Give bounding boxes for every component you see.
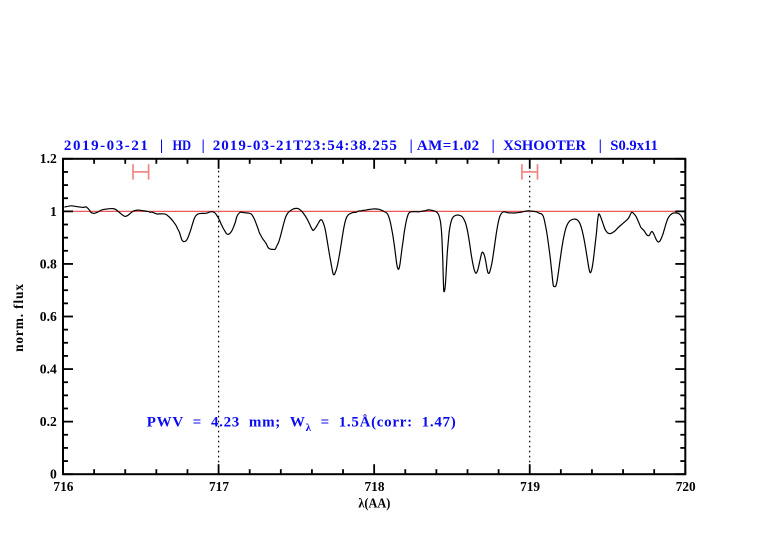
svg-text:|: | — [160, 138, 163, 154]
svg-text:0: 0 — [50, 467, 57, 482]
svg-text:720: 720 — [676, 479, 696, 494]
svg-text:S0.9x11: S0.9x11 — [610, 138, 658, 154]
svg-text:|: | — [492, 138, 495, 154]
svg-text:717: 717 — [209, 479, 229, 494]
svg-text:2019-03-21: 2019-03-21 — [64, 138, 148, 154]
svg-text:XSHOOTER: XSHOOTER — [503, 138, 586, 154]
svg-text:1: 1 — [50, 204, 57, 219]
svg-text:719: 719 — [520, 479, 540, 494]
svg-text:0.6: 0.6 — [40, 309, 57, 324]
svg-text:AM=1.02: AM=1.02 — [417, 138, 479, 154]
svg-text:|: | — [202, 138, 205, 154]
svg-text:λ(AA): λ(AA) — [358, 497, 390, 512]
svg-text:2019-03-21T23:54:38.255: 2019-03-21T23:54:38.255 — [213, 138, 397, 154]
svg-text:0.4: 0.4 — [40, 362, 57, 377]
svg-text:0.8: 0.8 — [40, 256, 57, 271]
svg-text:|: | — [599, 138, 602, 154]
svg-text:HD: HD — [173, 138, 192, 154]
svg-text:1.2: 1.2 — [40, 151, 57, 166]
svg-text:718: 718 — [365, 479, 385, 494]
svg-text:norm. flux: norm. flux — [11, 283, 26, 352]
svg-text:PWV = 4.23 mm; Wλ = 1.5Å: PWV = 4.23 mm; Wλ = 1.5Å(corr: 1.47) — [147, 415, 457, 435]
svg-text:716: 716 — [53, 479, 73, 494]
svg-text:0.2: 0.2 — [40, 414, 57, 429]
svg-text:|: | — [410, 138, 413, 154]
